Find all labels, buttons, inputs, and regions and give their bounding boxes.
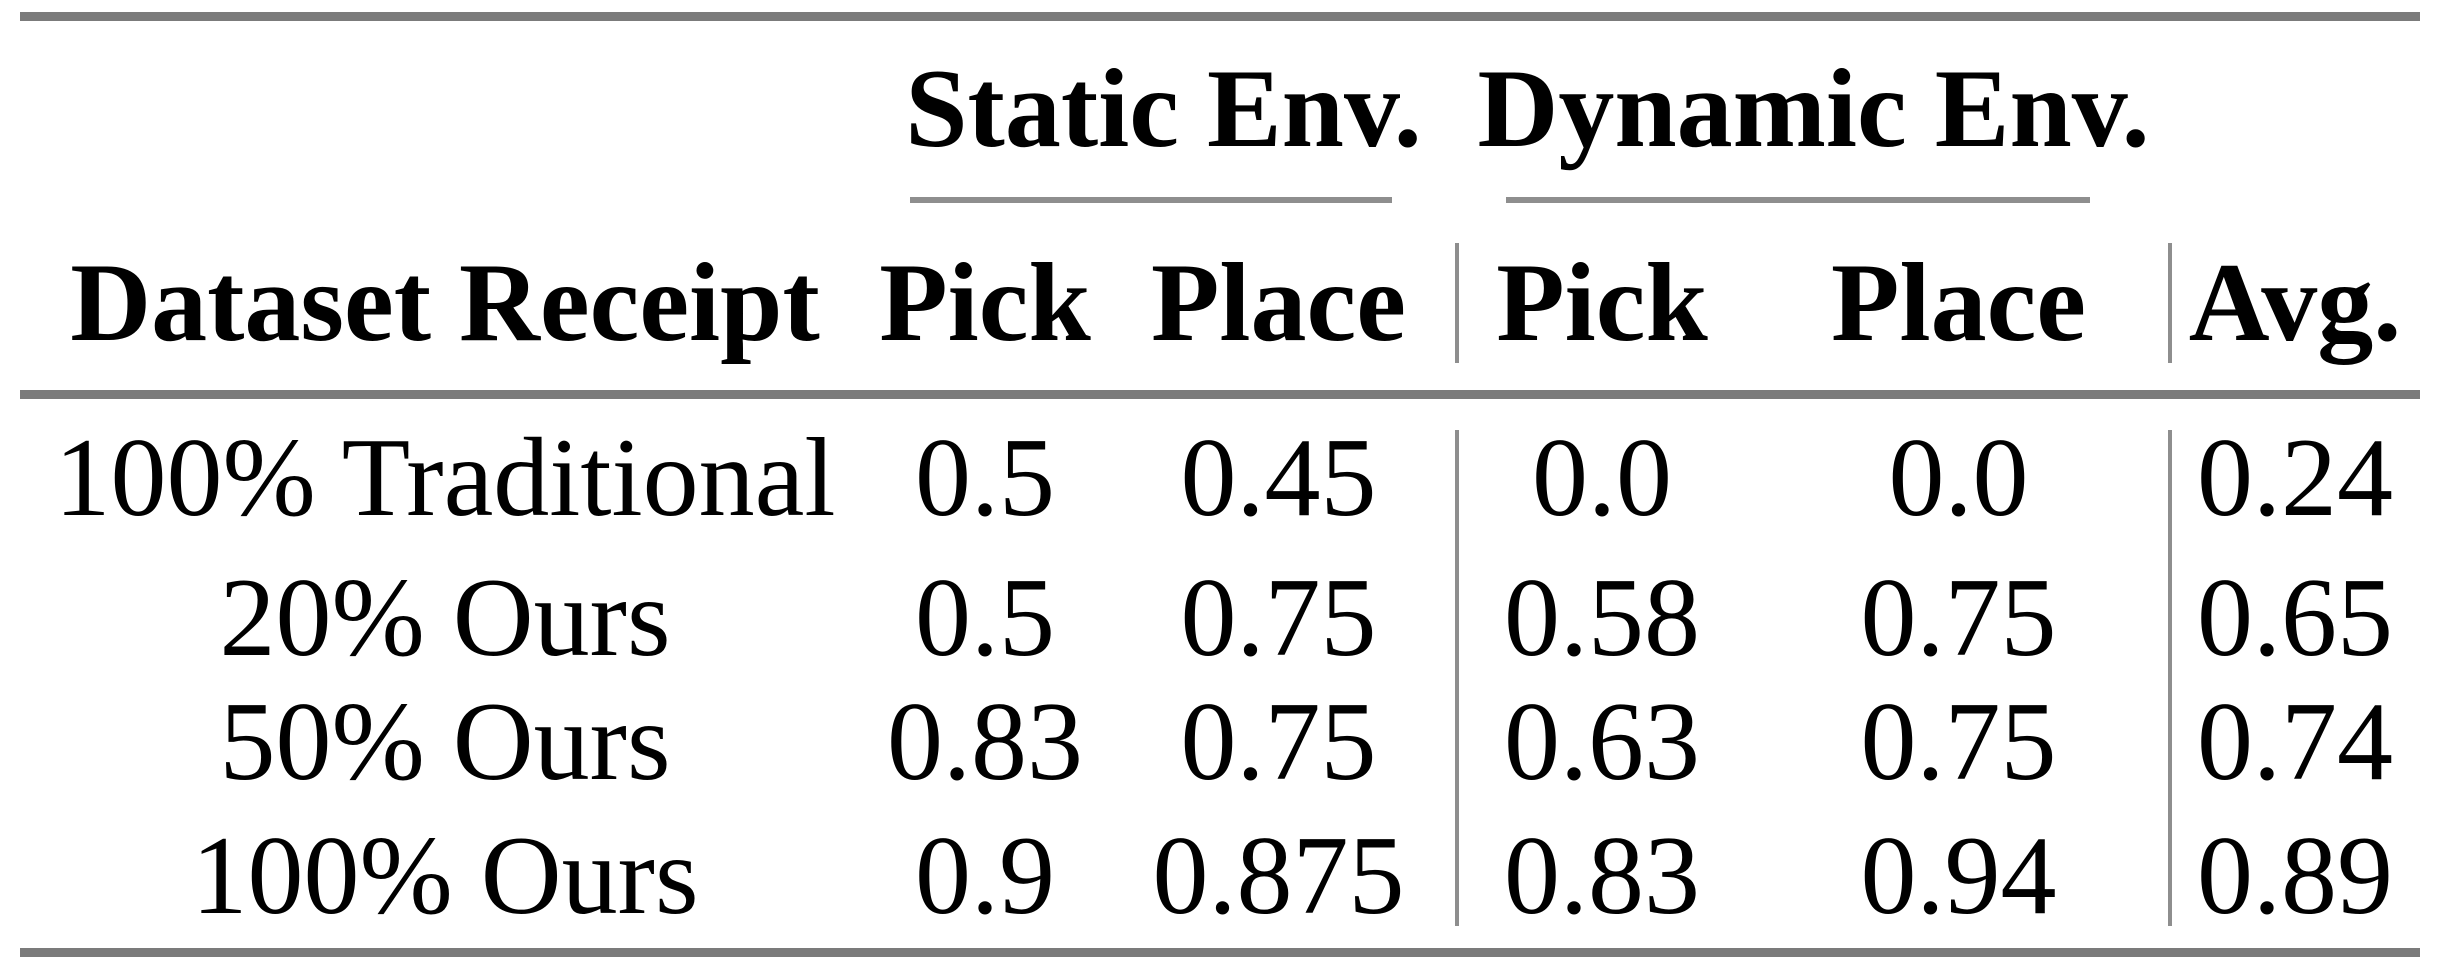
- cell-avg: 0.24: [2197, 416, 2394, 540]
- cell-dynamic-pick: 0.63: [1504, 680, 1700, 804]
- group-header-spacer-left: [20, 12, 870, 205]
- column-group-static-env: Static Env.: [905, 46, 1422, 171]
- column-header-static-pick: Pick: [879, 240, 1091, 365]
- cell-avg: 0.74: [2197, 680, 2394, 804]
- cell-dynamic-pick: 0.0: [1532, 416, 1672, 540]
- column-group-dynamic-env: Dynamic Env.: [1477, 46, 2150, 171]
- cell-static-pick: 0.9: [915, 814, 1055, 938]
- table-bottom-rule: [20, 948, 2420, 957]
- group-header-spacer-right: [2170, 12, 2420, 205]
- table-header-rule: [20, 390, 2420, 399]
- dynamic-env-underline-rule: [1506, 197, 2090, 203]
- column-header-avg: Avg.: [2188, 240, 2402, 365]
- cell-dynamic-place: 0.75: [1860, 680, 2057, 804]
- row-label: 50% Ours: [219, 680, 671, 804]
- cell-dynamic-pick: 0.58: [1504, 556, 1700, 680]
- cell-dynamic-place: 0.94: [1860, 814, 2057, 938]
- cell-static-place: 0.875: [1152, 814, 1405, 938]
- table-row: 100% Traditional 0.5 0.45 0.0 0.0 0.24: [20, 400, 2420, 556]
- row-label: 100% Ours: [191, 814, 699, 938]
- column-header-dataset-receipt: Dataset Receipt: [70, 240, 820, 365]
- cell-static-place: 0.75: [1180, 556, 1377, 680]
- column-separator-dynamic-avg-header: [2168, 243, 2172, 363]
- cell-avg: 0.65: [2197, 556, 2394, 680]
- column-separator-dynamic-avg-body: [2168, 430, 2172, 926]
- table-row: 100% Ours 0.9 0.875 0.83 0.94 0.89: [20, 804, 2420, 948]
- column-separator-static-dynamic-body: [1455, 430, 1459, 926]
- row-label: 100% Traditional: [54, 416, 836, 540]
- cell-static-place: 0.45: [1180, 416, 1377, 540]
- column-group-header-row: Static Env. Dynamic Env.: [20, 12, 2420, 205]
- column-separator-static-dynamic-header: [1455, 243, 1459, 363]
- column-header-dynamic-pick: Pick: [1496, 240, 1708, 365]
- static-env-underline-rule: [910, 197, 1392, 203]
- cell-static-place: 0.75: [1180, 680, 1377, 804]
- column-header-row: Dataset Receipt Pick Place Pick Place Av…: [20, 205, 2420, 400]
- results-table: Static Env. Dynamic Env. Dataset Receipt…: [20, 12, 2420, 948]
- cell-dynamic-place: 0.0: [1888, 416, 2029, 540]
- table-row: 20% Ours 0.5 0.75 0.58 0.75 0.65: [20, 556, 2420, 680]
- cell-dynamic-place: 0.75: [1860, 556, 2057, 680]
- table-top-rule: [20, 12, 2420, 21]
- column-header-dynamic-place: Place: [1831, 240, 2086, 365]
- cell-static-pick: 0.5: [915, 416, 1055, 540]
- cell-static-pick: 0.5: [915, 556, 1055, 680]
- column-header-static-place: Place: [1151, 240, 1406, 365]
- cell-static-pick: 0.83: [887, 680, 1083, 804]
- table-row: 50% Ours 0.83 0.75 0.63 0.75 0.74: [20, 680, 2420, 804]
- cell-dynamic-pick: 0.83: [1504, 814, 1700, 938]
- cell-avg: 0.89: [2197, 814, 2394, 938]
- row-label: 20% Ours: [219, 556, 671, 680]
